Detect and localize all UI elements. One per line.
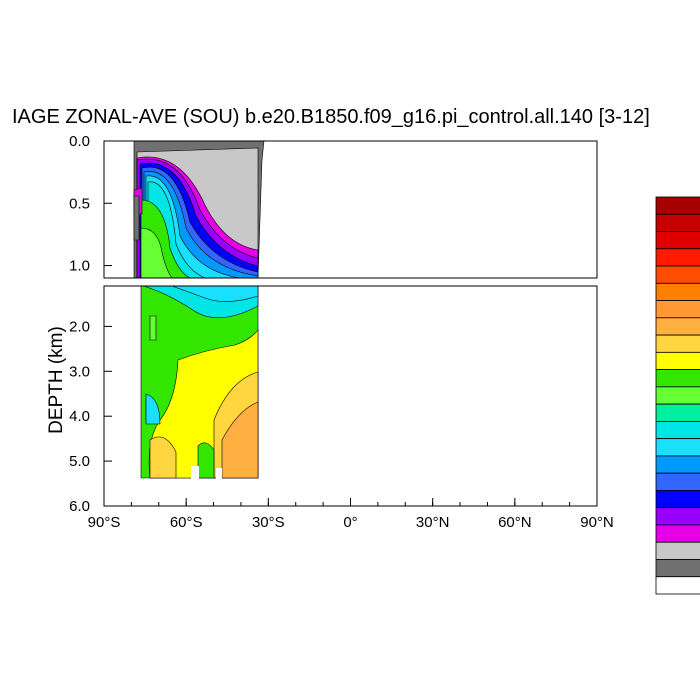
bottom-gap-a xyxy=(191,466,199,480)
x-tick-label: 30°N xyxy=(416,514,450,531)
colorbar-swatch xyxy=(655,576,700,595)
colorbar-swatch xyxy=(655,213,700,232)
upper-field-contour-12 xyxy=(133,195,140,241)
upper-frame xyxy=(103,140,598,279)
x-tick-label: 60°N xyxy=(498,514,532,531)
colorbar-swatch xyxy=(655,507,700,526)
y-tick-label: 6.0 xyxy=(69,498,90,515)
y-tick-label: 3.0 xyxy=(69,363,90,380)
lower-field-contour-7 xyxy=(171,286,259,302)
colorbar-swatch xyxy=(655,231,700,250)
colorbar-swatch xyxy=(655,265,700,284)
x-tick-label: 0° xyxy=(343,514,357,531)
colorbar-swatch xyxy=(655,559,700,578)
lower-field-contour-10 xyxy=(145,393,161,425)
colorbar-swatch xyxy=(655,420,700,440)
y-tick-label: 0.5 xyxy=(69,195,90,212)
colorbar-swatch xyxy=(655,541,700,560)
colorbar-swatch xyxy=(655,369,700,388)
colorbar-swatch xyxy=(655,490,700,509)
lower-field-contour-5 xyxy=(197,442,215,479)
x-tick-label: 30°S xyxy=(252,514,285,531)
colorbar-swatch xyxy=(655,351,700,371)
y-axis-label: DEPTH (km) xyxy=(46,326,67,434)
colorbar-swatch xyxy=(655,455,700,474)
x-tick-label: 90°S xyxy=(88,514,121,531)
x-axis: 90°S 60°S 30°S 0° 30°N 60°N 90°N xyxy=(88,498,614,531)
upper-panel xyxy=(103,140,598,279)
y-axis: 0.0 0.5 1.0 2.0 3.0 4.0 5.0 6.0 xyxy=(69,133,112,515)
colorbar xyxy=(655,196,700,595)
x-tick-label: 60°S xyxy=(170,514,203,531)
colorbar-swatch xyxy=(655,472,700,491)
colorbar-swatch xyxy=(655,438,700,457)
lower-field-contour-8 xyxy=(149,315,157,341)
colorbar-swatch xyxy=(655,317,700,336)
y-tick-label: 4.0 xyxy=(69,408,90,425)
y-tick-label: 5.0 xyxy=(69,453,90,470)
y-tick-label: 0.0 xyxy=(69,133,90,150)
y-tick-label: 1.0 xyxy=(69,258,90,275)
colorbar-swatch xyxy=(655,403,700,422)
colorbar-swatch xyxy=(655,386,700,405)
x-tick-label: 90°N xyxy=(580,514,614,531)
lower-panel xyxy=(103,285,598,507)
colorbar-swatch xyxy=(655,248,700,267)
upper-field-contour-10 xyxy=(140,227,173,278)
colorbar-swatch xyxy=(655,334,700,353)
chart-title: IAGE ZONAL-AVE (SOU) b.e20.B1850.f09_g16… xyxy=(12,106,650,128)
colorbar-swatch xyxy=(655,524,700,543)
colorbar-swatch xyxy=(655,282,700,301)
colorbar-swatch xyxy=(655,196,700,215)
lower-field-contour-4 xyxy=(149,436,177,479)
lower-field-contour-3 xyxy=(221,401,259,479)
bottom-gap-b xyxy=(216,468,222,480)
y-tick-label: 2.0 xyxy=(69,318,90,335)
colorbar-swatch xyxy=(655,300,700,319)
